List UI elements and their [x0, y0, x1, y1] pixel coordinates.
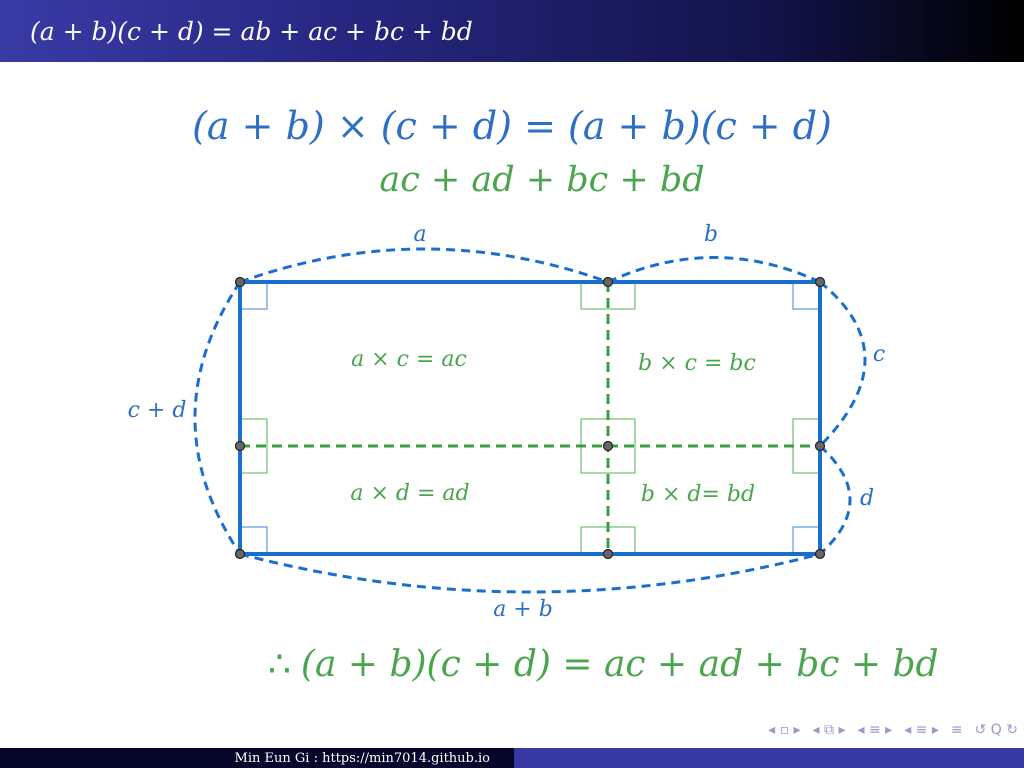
label-a-plus-b: a + b: [493, 597, 553, 622]
region-ad: a × d = ad: [350, 481, 469, 506]
beamer-navigation: ◂ ▫ ▸ ◂ ⧉ ▸ ◂ ≡ ▸ ◂ ≡ ▸ ≡ ↺ Q ↻: [768, 722, 1018, 738]
arc-c: [818, 280, 867, 448]
arc-a-plus-b: [239, 552, 821, 594]
arc-d: [818, 444, 852, 556]
label-c-plus-d: c + d: [128, 398, 187, 423]
therefore-icon: ∴: [268, 644, 291, 685]
nav-search-button[interactable]: ↺ Q ↻: [974, 722, 1018, 738]
equation-conclusion: ∴ (a + b)(c + d) = ac + ad + bc + bd: [268, 644, 939, 685]
arc-b: [607, 256, 821, 284]
label-b: b: [704, 222, 718, 247]
nav-align-button[interactable]: ≡: [950, 722, 963, 738]
footer-right-block: [514, 748, 1024, 768]
equation-expanded: ac + ad + bc + bd: [379, 160, 705, 200]
footer-author-block: Min Eun Gi : https://min7014.github.io: [0, 748, 514, 768]
main-rectangle: [238, 280, 822, 556]
equation-top: (a + b) × (c + d) = (a + b)(c + d): [192, 104, 832, 148]
vertex-points: [234, 276, 826, 560]
region-bd: b × d= bd: [641, 482, 755, 507]
arc-c-plus-d: [193, 281, 242, 555]
region-ac: a × c = ac: [351, 347, 467, 372]
label-d: d: [860, 486, 874, 511]
nav-frame-button[interactable]: ◂ ⧉ ▸: [812, 722, 846, 738]
nav-section-button[interactable]: ◂ ≡ ▸: [904, 722, 939, 738]
conclusion-text: (a + b)(c + d) = ac + ad + bc + bd: [300, 644, 939, 685]
nav-slide-button[interactable]: ◂ ▫ ▸: [768, 722, 801, 738]
arc-a: [239, 247, 609, 284]
right-angle-markers: [239, 281, 821, 555]
nav-subsection-button[interactable]: ◂ ≡ ▸: [857, 722, 893, 738]
label-a: a: [413, 222, 426, 247]
footer-author-text: Min Eun Gi : https://min7014.github.io: [234, 750, 490, 766]
footer-bar: Min Eun Gi : https://min7014.github.io: [0, 748, 1024, 768]
region-bc: b × c = bc: [638, 351, 756, 376]
title-bar: (a + b)(c + d) = ab + ac + bc + bd: [0, 0, 1024, 62]
slide-title: (a + b)(c + d) = ab + ac + bc + bd: [30, 16, 473, 46]
label-c: c: [873, 342, 885, 367]
